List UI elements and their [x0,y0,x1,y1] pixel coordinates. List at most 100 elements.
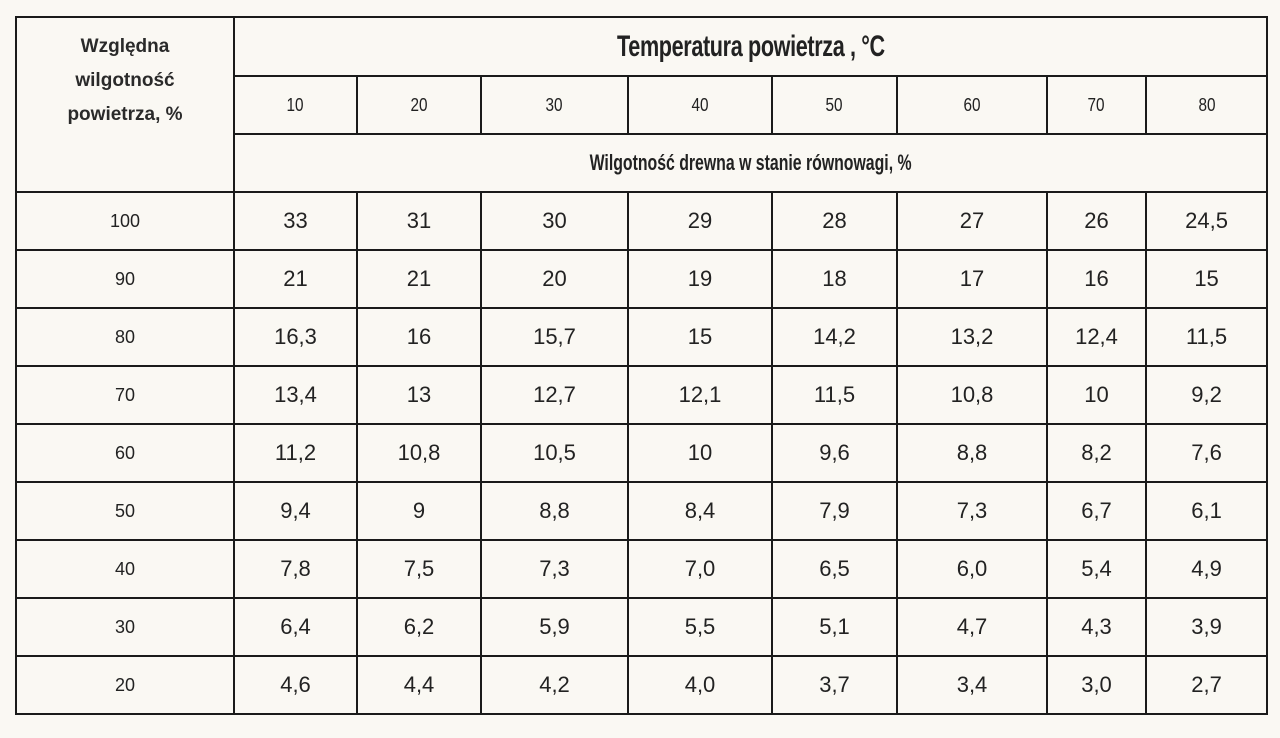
temp-value: 50 [825,94,844,115]
moisture-cell: 5,4 [1046,539,1147,599]
moisture-cell: 5,1 [771,597,898,657]
temp-cell: 20 [356,75,482,135]
moisture-cell: 4,2 [480,655,629,715]
rh-cell: 90 [15,249,235,309]
moisture-cell: 4,6 [233,655,358,715]
moisture-cell: 26 [1046,191,1147,251]
moisture-cell: 15,7 [480,307,629,367]
moisture-cell: 7,3 [896,481,1048,541]
rh-cell: 40 [15,539,235,599]
moisture-cell: 6,1 [1144,481,1269,541]
moisture-cell: 5,9 [480,597,629,657]
table-row: 30 6,4 6,2 5,9 5,5 5,1 4,7 4,3 3,9 [15,597,1269,657]
equilibrium-moisture-table: Względna wilgotność powietrza, % Tempera… [15,16,1269,715]
rh-cell: 100 [15,191,235,251]
moisture-cell: 12,7 [480,365,629,425]
temp-cell: 40 [627,75,773,135]
moisture-cell: 6,2 [356,597,482,657]
table-row: 100 33 31 30 29 28 27 26 24,5 [15,191,1269,251]
moisture-cell: 10 [627,423,773,483]
row-header-line: Względna [80,36,170,57]
moisture-cell: 7,3 [480,539,629,599]
moisture-cell: 4,3 [1046,597,1147,657]
moisture-cell: 4,4 [356,655,482,715]
moisture-cell: 13,4 [233,365,358,425]
moisture-cell: 3,9 [1144,597,1269,657]
table-row: 70 13,4 13 12,7 12,1 11,5 10,8 10 9,2 [15,365,1269,425]
table-row: 20 4,6 4,4 4,2 4,0 3,7 3,4 3,0 2,7 [15,655,1269,715]
moisture-cell: 9,6 [771,423,898,483]
moisture-cell: 11,5 [771,365,898,425]
table-row: 80 16,3 16 15,7 15 14,2 13,2 12,4 11,5 [15,307,1269,367]
moisture-cell: 10,8 [896,365,1048,425]
moisture-cell: 19 [627,249,773,309]
rh-cell: 60 [15,423,235,483]
moisture-cell: 14,2 [771,307,898,367]
rh-cell: 30 [15,597,235,657]
rh-cell: 50 [15,481,235,541]
moisture-cell: 7,6 [1144,423,1269,483]
table-row: 60 11,2 10,8 10,5 10 9,6 8,8 8,2 7,6 [15,423,1269,483]
moisture-cell: 7,8 [233,539,358,599]
moisture-cell: 24,5 [1144,191,1269,251]
moisture-cell: 6,0 [896,539,1048,599]
moisture-cell: 8,8 [480,481,629,541]
moisture-cell: 7,9 [771,481,898,541]
temp-cell: 70 [1046,75,1147,135]
moisture-cell: 18 [771,249,898,309]
moisture-subtitle: Wilgotność drewna w stanie równowagi, % [232,133,1269,193]
table-row: 50 9,4 9 8,8 8,4 7,9 7,3 6,7 6,1 [15,481,1269,541]
moisture-cell: 7,0 [627,539,773,599]
table-row: 40 7,8 7,5 7,3 7,0 6,5 6,0 5,4 4,9 [15,539,1269,599]
moisture-cell: 4,7 [896,597,1048,657]
temp-value: 40 [691,94,709,115]
moisture-cell: 6,5 [771,539,898,599]
rh-cell: 80 [15,307,235,367]
rh-cell: 20 [15,655,235,715]
temp-cell: 30 [480,75,629,135]
moisture-cell: 20 [480,249,629,309]
moisture-cell: 6,7 [1046,481,1147,541]
moisture-cell: 29 [627,191,773,251]
moisture-cell: 11,5 [1144,307,1269,367]
moisture-cell: 7,5 [356,539,482,599]
temp-value: 60 [963,94,981,115]
moisture-cell: 28 [771,191,898,251]
moisture-cell: 8,4 [627,481,773,541]
temp-cell: 10 [233,75,358,135]
moisture-cell: 3,7 [771,655,898,715]
moisture-cell: 8,8 [896,423,1048,483]
rh-cell: 70 [15,365,235,425]
moisture-cell: 16,3 [233,307,358,367]
moisture-cell: 17 [896,249,1048,309]
temp-value: 70 [1087,94,1106,115]
row-header-relative-humidity: Względna wilgotność powietrza, % [15,16,235,193]
moisture-cell: 6,4 [233,597,358,657]
moisture-cell: 8,2 [1046,423,1147,483]
moisture-cell: 15 [1144,249,1269,309]
moisture-cell: 11,2 [233,423,358,483]
moisture-cell: 12,4 [1046,307,1147,367]
moisture-cell: 4,0 [627,655,773,715]
row-header-line: powietrza, % [67,104,183,125]
temp-value: 80 [1198,94,1216,115]
moisture-cell: 30 [480,191,629,251]
moisture-cell: 21 [233,249,358,309]
moisture-cell: 27 [896,191,1048,251]
moisture-cell: 9,2 [1144,365,1269,425]
moisture-cell: 3,0 [1046,655,1147,715]
temp-cell: 50 [771,75,898,135]
moisture-cell: 12,1 [627,365,773,425]
temp-value: 30 [545,94,564,115]
moisture-cell: 9,4 [233,481,358,541]
moisture-cell: 10 [1046,365,1147,425]
temp-value: 10 [286,94,305,115]
moisture-cell: 9 [356,481,482,541]
table-row: 90 21 21 20 19 18 17 16 15 [15,249,1269,309]
temperature-title: Temperatura powietrza , °C [232,16,1269,77]
moisture-cell: 3,4 [896,655,1048,715]
moisture-cell: 21 [356,249,482,309]
temp-value: 20 [410,94,428,115]
moisture-cell: 16 [356,307,482,367]
moisture-cell: 4,9 [1144,539,1269,599]
